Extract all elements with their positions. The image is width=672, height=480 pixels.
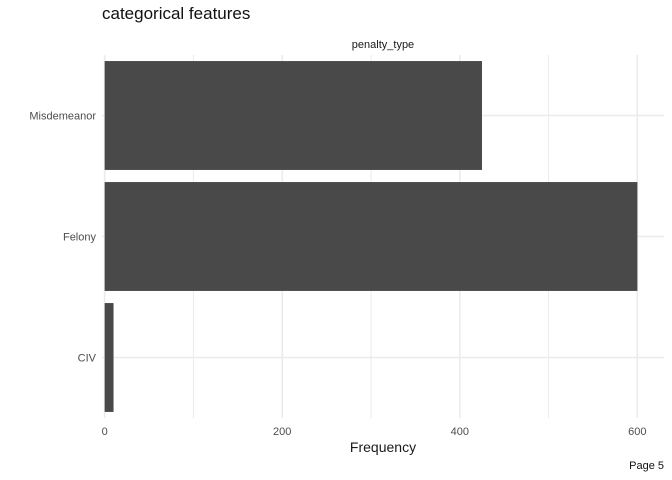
facet-strip-label: penalty_type <box>352 39 414 51</box>
bar-civ <box>104 303 114 412</box>
bar-felony <box>104 182 638 291</box>
x-axis-tick-labels: 0 200 400 600 <box>102 426 647 438</box>
x-tick-label: 600 <box>628 426 646 438</box>
bars <box>104 61 638 412</box>
page-number: Page 5 <box>629 460 664 472</box>
y-axis-tick-labels: Misdemeanor Felony CIV <box>29 111 96 365</box>
x-tick-label: 0 <box>102 426 108 438</box>
y-tick-label: Misdemeanor <box>29 111 96 123</box>
chart-title: categorical features <box>102 4 251 23</box>
bar-misdemeanor <box>104 61 482 170</box>
x-tick-label: 400 <box>451 426 469 438</box>
x-tick-label: 200 <box>273 426 291 438</box>
x-axis-title: Frequency <box>350 439 416 455</box>
y-tick-label: Felony <box>63 232 97 244</box>
y-tick-label: CIV <box>78 353 97 365</box>
